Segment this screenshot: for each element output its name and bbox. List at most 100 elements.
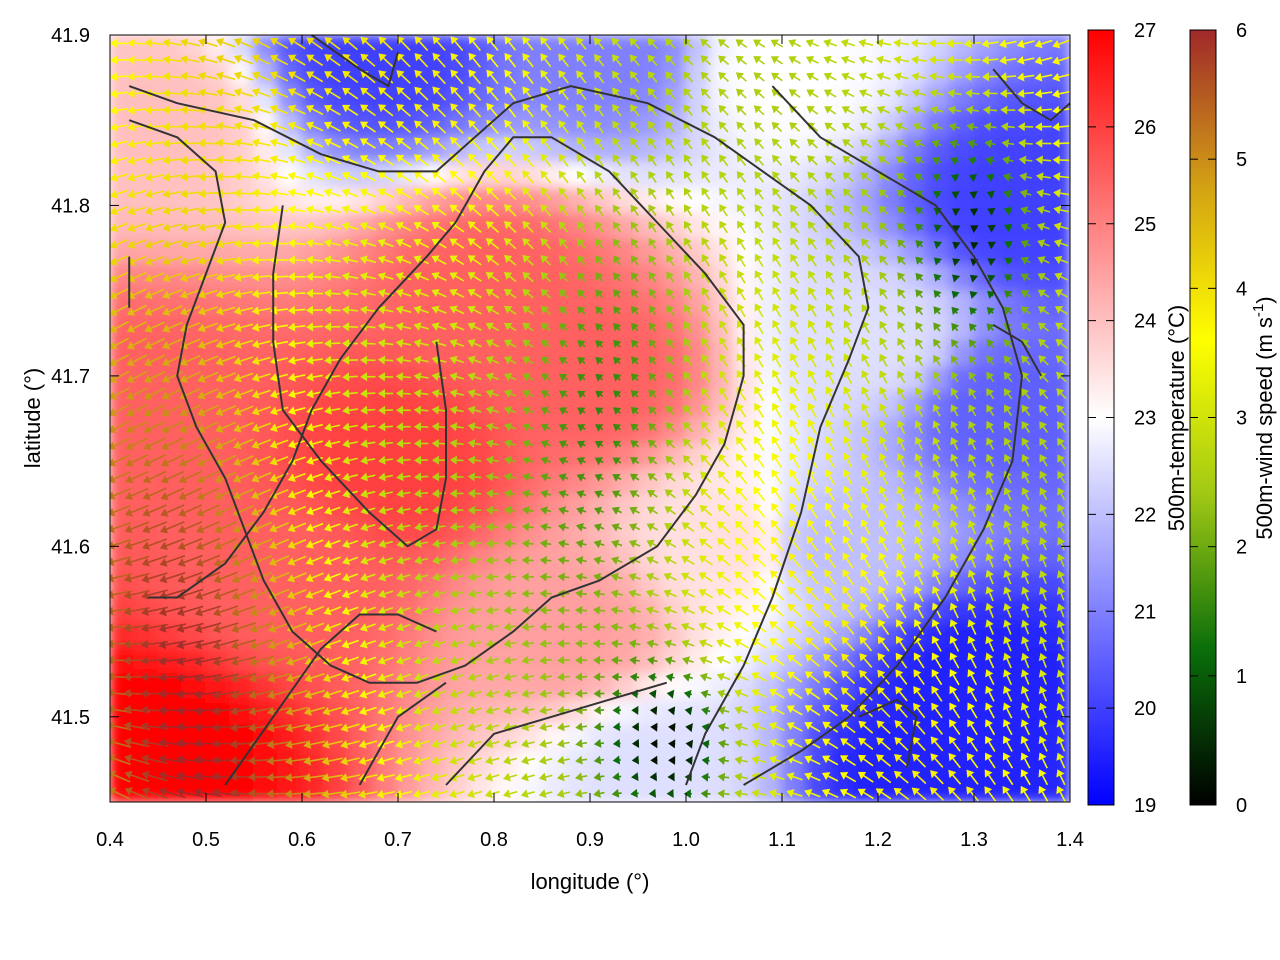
wind-vector bbox=[110, 504, 131, 517]
temperature-cell bbox=[781, 647, 807, 676]
temperature-cell bbox=[373, 391, 399, 420]
wind-vector bbox=[195, 537, 221, 550]
temperature-cell bbox=[901, 213, 927, 241]
wind-vector bbox=[215, 205, 236, 215]
y-tick-label: 41.7 bbox=[51, 366, 90, 388]
temperature-cell bbox=[781, 340, 807, 369]
temperature-cell bbox=[973, 35, 999, 62]
wind-vector bbox=[180, 172, 200, 182]
temperature-cell bbox=[301, 340, 327, 369]
temperature-cell bbox=[781, 213, 807, 241]
temperature-cell bbox=[181, 749, 207, 778]
temperature-cell bbox=[373, 238, 399, 267]
wind-vector bbox=[110, 288, 129, 299]
temperature-cell bbox=[229, 366, 255, 394]
wind-vector bbox=[123, 572, 150, 583]
temperature-cell bbox=[373, 264, 399, 292]
wind-vectors bbox=[110, 36, 1070, 802]
temperature-cell bbox=[661, 315, 687, 343]
wind-vector bbox=[127, 156, 147, 165]
temperature-cell bbox=[565, 775, 591, 802]
temperature-cell bbox=[757, 775, 783, 802]
temperature-cell bbox=[901, 136, 927, 164]
wind-vector bbox=[124, 754, 150, 765]
wind-vector bbox=[144, 304, 165, 316]
wind-vector bbox=[127, 89, 147, 98]
temperature-cells bbox=[110, 35, 1070, 802]
wind-vector bbox=[126, 304, 147, 316]
wind-vector bbox=[110, 454, 131, 467]
wind-vector bbox=[215, 239, 236, 249]
temperature-cell bbox=[853, 35, 879, 62]
temperature-cell bbox=[157, 698, 183, 727]
temperature-cell bbox=[349, 340, 375, 369]
wind-vector bbox=[110, 337, 130, 350]
wind-vector bbox=[162, 105, 183, 115]
wind-vector bbox=[158, 623, 186, 633]
temperature-cell bbox=[973, 161, 999, 190]
temperature-cell bbox=[181, 596, 207, 625]
temperature-cell bbox=[709, 749, 735, 778]
wind-vector bbox=[177, 537, 203, 551]
temperature-cell bbox=[757, 264, 783, 292]
wind-vector bbox=[197, 205, 218, 215]
wind-vector bbox=[180, 223, 201, 232]
temperature-cell bbox=[229, 545, 255, 573]
wind-vector bbox=[215, 273, 236, 282]
temperature-cell bbox=[253, 749, 279, 778]
temperature-cell bbox=[565, 315, 591, 343]
wind-vector bbox=[194, 639, 222, 650]
wind-vector bbox=[127, 222, 147, 232]
temperature-cell bbox=[157, 85, 183, 113]
temperature-cell bbox=[229, 340, 255, 369]
wind-vector bbox=[194, 622, 222, 634]
temperature-cell bbox=[661, 391, 687, 420]
temperature-cell bbox=[1021, 85, 1047, 113]
temperature-cell bbox=[157, 35, 183, 62]
plot-area bbox=[109, 34, 1071, 803]
temperature-heatmap bbox=[110, 35, 1070, 802]
temperature-cell bbox=[445, 391, 471, 420]
temperature-cell bbox=[110, 647, 135, 676]
wind-vector bbox=[110, 737, 132, 748]
colorbar-tick-label: 24 bbox=[1134, 311, 1156, 333]
temperature-cell bbox=[613, 749, 639, 778]
wind-vector bbox=[125, 420, 148, 434]
temperature-cell bbox=[757, 213, 783, 241]
wind-vector bbox=[162, 38, 183, 48]
temperature-cell bbox=[445, 724, 471, 752]
wind-vector bbox=[197, 404, 219, 417]
wind-vector bbox=[161, 404, 184, 417]
temperature-cell bbox=[853, 545, 879, 573]
temperature-cell bbox=[661, 264, 687, 292]
wind-vector bbox=[215, 421, 237, 433]
temperature-cell bbox=[973, 136, 999, 164]
wind-vector bbox=[143, 404, 166, 417]
colorbar-tick-label: 23 bbox=[1134, 408, 1156, 430]
wind-vector bbox=[144, 189, 165, 199]
colorbar-tick-label: 5 bbox=[1236, 149, 1247, 171]
wind-vector bbox=[110, 122, 129, 132]
wind-vector bbox=[110, 354, 130, 367]
temperature-cell bbox=[829, 110, 855, 139]
wind-vector bbox=[212, 622, 239, 634]
wind-vector bbox=[143, 420, 166, 434]
wind-vector bbox=[214, 504, 238, 517]
wind-vector bbox=[110, 770, 131, 783]
y-tick-label: 41.9 bbox=[51, 25, 90, 47]
wind-vector bbox=[215, 121, 236, 131]
temperature-cell bbox=[901, 289, 927, 318]
wind-vector bbox=[162, 88, 183, 98]
temperature-cell bbox=[973, 187, 999, 215]
temperature-cell bbox=[589, 264, 615, 292]
temperature-cell bbox=[589, 545, 615, 573]
temperature-cell bbox=[301, 161, 327, 190]
wind-vector bbox=[176, 639, 204, 650]
temperature-cell bbox=[1045, 494, 1070, 522]
temperature-cell bbox=[589, 161, 615, 190]
wind-vector bbox=[198, 54, 218, 64]
wind-vector bbox=[159, 537, 185, 550]
temperature-cell bbox=[685, 494, 711, 522]
temperature-cell bbox=[301, 749, 327, 778]
wind-vector bbox=[180, 105, 200, 115]
